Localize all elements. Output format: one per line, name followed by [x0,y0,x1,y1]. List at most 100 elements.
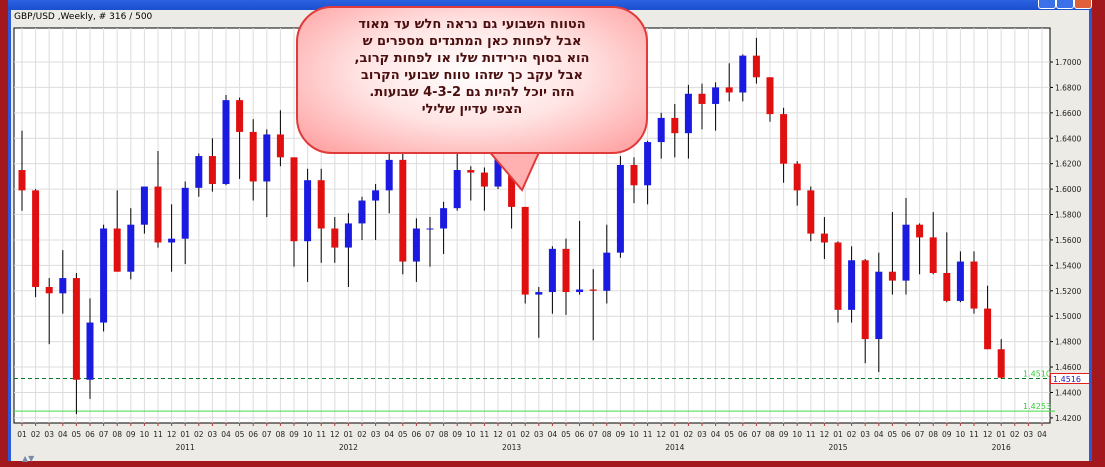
x-tick-label: 11 [153,430,163,439]
x-tick-label: 01 [833,430,843,439]
candle-down [317,180,325,229]
candle-down [236,100,244,132]
y-tick-label: 1.6800 [1055,83,1081,92]
x-tick-label: 09 [289,430,299,439]
candle-down [970,261,978,309]
x-tick-label: 06 [738,430,748,439]
candle-up [576,289,584,293]
candle-down [984,308,992,350]
support-line-label: 1.4253 [1023,402,1051,411]
candle-up [304,180,312,242]
y-tick-label: 1.4200 [1055,414,1081,423]
candle-down [888,271,896,281]
current-price-label: 1.4516 [1050,373,1090,384]
x-tick-label: 02 [194,430,204,439]
candle-down [943,272,951,301]
x-tick-label: 05 [561,430,571,439]
x-tick-label: 03 [371,430,381,439]
x-tick-label: 12 [656,430,666,439]
x-tick-label: 03 [697,430,707,439]
candle-up [372,190,380,201]
x-tick-label: 06 [575,430,585,439]
x-tick-label: 04 [221,430,231,439]
candle-up [548,248,556,293]
x-tick-label: 04 [548,430,558,439]
x-tick-label: 08 [439,430,449,439]
maximize-button[interactable] [1056,0,1074,9]
candle-up [426,228,434,230]
y-tick-label: 1.7000 [1055,58,1081,67]
x-year-label: 2012 [339,443,358,452]
x-tick-label: 05 [724,430,734,439]
candle-down [208,156,216,185]
x-tick-label: 06 [248,430,258,439]
candle-down [630,164,638,186]
candle-down [399,159,407,262]
x-tick-label: 01 [507,430,517,439]
scroll-arrows[interactable]: ▲▼ [22,454,35,463]
annotation-line: אבל לפחות כאן המתנדים מספרים ש [362,34,582,49]
annotation-callout: הטווח השבועי גם נראה חלש עד מאוד אבל לפח… [296,6,648,154]
candle-up [195,156,203,188]
x-tick-label: 02 [847,430,857,439]
candle-up [684,93,692,134]
close-button[interactable] [1074,0,1092,9]
candle-up [535,292,543,295]
candle-down [589,289,597,291]
x-year-label: 2013 [502,443,521,452]
candle-up [263,134,271,182]
candle-down [276,134,284,158]
y-tick-label: 1.6200 [1055,160,1081,169]
candle-down [521,206,529,295]
candle-down [32,190,40,287]
x-tick-label: 03 [860,430,870,439]
x-year-label: 2016 [992,443,1011,452]
annotation-line: אבל עקב כך שזהו טווח שבועי הקרוב [360,68,584,83]
candle-down [508,157,516,207]
candle-down [698,93,706,104]
x-tick-label: 08 [765,430,775,439]
x-tick-label: 12 [820,430,830,439]
y-tick-label: 1.4800 [1055,338,1081,347]
x-tick-label: 07 [262,430,272,439]
candle-down [929,237,937,273]
candle-up [140,186,148,225]
x-tick-label: 11 [643,430,653,439]
x-tick-label: 10 [303,430,313,439]
candle-down [997,349,1005,378]
x-tick-label: 08 [276,430,286,439]
candle-up [739,55,747,93]
x-tick-label: 05 [888,430,898,439]
candle-up [875,271,883,340]
x-tick-label: 04 [874,430,884,439]
x-tick-label: 08 [602,430,612,439]
x-tick-label: 03 [44,430,54,439]
candle-up [956,261,964,301]
candle-up [59,278,67,294]
candle-up [344,223,352,248]
x-tick-label: 02 [31,430,41,439]
candle-down [562,248,570,293]
candle-up [616,164,624,253]
x-tick-label: 10 [466,430,476,439]
x-tick-label: 09 [942,430,952,439]
candle-up [412,228,420,262]
x-tick-label: 10 [792,430,802,439]
x-tick-label: 11 [969,430,979,439]
candle-down [154,186,162,243]
minimize-button[interactable] [1038,0,1056,9]
candle-down [671,117,679,134]
x-tick-label: 05 [235,430,245,439]
y-tick-label: 1.5400 [1055,261,1081,270]
x-tick-label: 12 [330,430,340,439]
x-tick-label: 01 [180,430,190,439]
candle-down [820,233,828,243]
x-tick-label: 02 [357,430,367,439]
candle-up [86,322,94,380]
candle-down [72,278,80,380]
y-tick-label: 1.6000 [1055,185,1081,194]
x-year-label: 2011 [176,443,195,452]
x-year-label: 2015 [828,443,847,452]
x-tick-label: 05 [398,430,408,439]
candle-down [807,190,815,234]
